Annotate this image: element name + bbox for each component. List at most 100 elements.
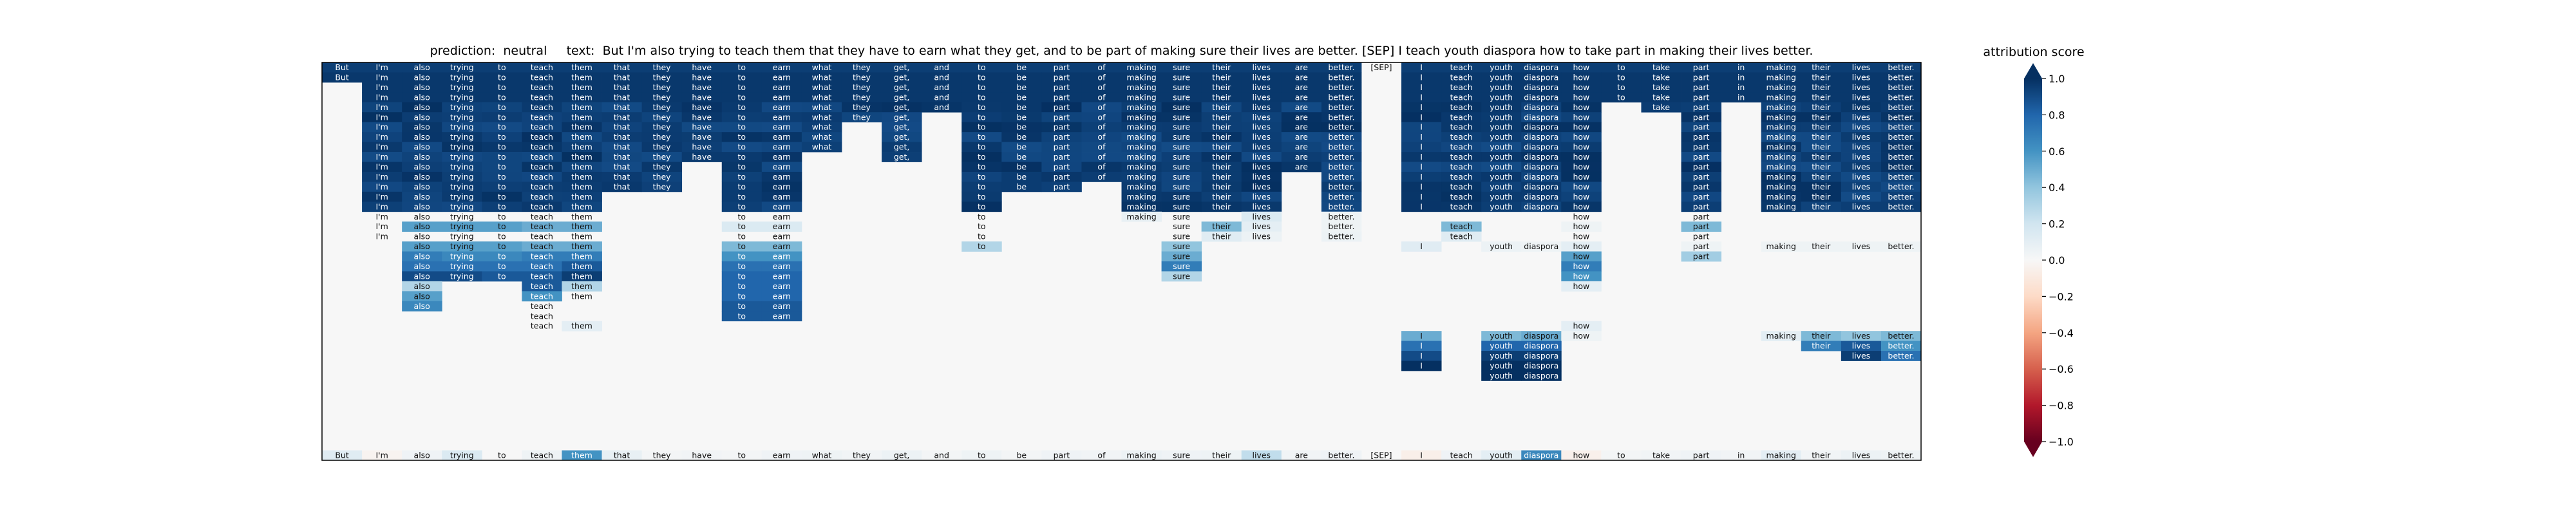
cell-label: I'm — [375, 221, 388, 231]
cell-label: their — [1212, 182, 1231, 191]
cell-label: lives — [1252, 201, 1271, 211]
colorbar-tick-label: −0.8 — [2049, 400, 2074, 412]
cell-label: teach — [531, 232, 553, 241]
cell-label: that — [614, 122, 630, 132]
heatmap-cell — [601, 162, 643, 173]
heatmap-cell — [681, 102, 723, 113]
cell-label: I'm — [375, 172, 388, 182]
heatmap-cell — [1481, 241, 1522, 252]
cell-label: that — [614, 92, 630, 102]
heatmap-cell — [1761, 162, 1802, 173]
cell-label: I'm — [375, 92, 388, 102]
cell-label: youth — [1490, 241, 1513, 251]
cell-label: teach — [531, 172, 553, 182]
heatmap-cell — [1481, 351, 1522, 361]
cell-label: making — [1766, 82, 1796, 92]
cell-label: lives — [1852, 62, 1871, 72]
cell-label: how — [1573, 132, 1589, 142]
heatmap-cell — [1201, 231, 1242, 242]
cell-label: teach — [1450, 142, 1473, 152]
heatmap-cell — [1521, 191, 1562, 202]
cell-label: sure — [1173, 201, 1190, 211]
heatmap-cell — [1841, 142, 1882, 153]
heatmap-cell — [601, 450, 643, 461]
heatmap-cell — [1561, 331, 1602, 341]
heatmap-cell — [721, 291, 762, 302]
cell-label: lives — [1852, 102, 1871, 112]
heatmap-cell — [1161, 171, 1202, 182]
heatmap-cell — [442, 122, 482, 133]
cell-label: better. — [1328, 92, 1354, 102]
heatmap-cell — [1441, 152, 1482, 162]
heatmap-cell — [1841, 152, 1882, 162]
cell-label: diaspora — [1524, 142, 1558, 152]
heatmap-cell — [1001, 112, 1042, 123]
heatmap-cell — [1880, 331, 1922, 341]
cell-label: teach — [1450, 92, 1473, 102]
heatmap-cell — [562, 102, 602, 113]
cell-label: are — [1295, 62, 1309, 72]
cell-label: making — [1766, 182, 1796, 191]
heatmap-cell — [1841, 201, 1882, 212]
heatmap-cell — [1321, 191, 1362, 202]
cell-label: youth — [1490, 371, 1513, 380]
cell-label: in — [1738, 62, 1745, 72]
cell-label: be — [1016, 82, 1027, 92]
heatmap-cell — [961, 142, 1002, 153]
cell-label: their — [1812, 241, 1831, 251]
heatmap-cell — [721, 221, 762, 232]
heatmap-cell — [1001, 82, 1042, 93]
heatmap-cell — [681, 112, 723, 123]
heatmap-cell — [721, 241, 762, 252]
cell-label: trying — [450, 252, 474, 261]
heatmap-cell — [1761, 82, 1802, 93]
heatmap-cell — [1521, 351, 1562, 361]
heatmap-cell — [562, 62, 602, 73]
heatmap-cell — [1401, 122, 1442, 133]
heatmap-cell — [1441, 132, 1482, 142]
heatmap-cell — [1321, 132, 1362, 142]
cell-label: youth — [1490, 82, 1513, 92]
heatmap-cell — [482, 72, 522, 83]
cell-label: them — [571, 281, 592, 291]
heatmap-cell — [402, 301, 442, 312]
heatmap-cell — [1441, 182, 1482, 192]
heatmap-cell — [1321, 231, 1362, 242]
cell-label: youth — [1490, 201, 1513, 211]
cell-label: be — [1016, 92, 1027, 102]
heatmap-cell — [1121, 122, 1162, 133]
cell-label: get, — [894, 451, 910, 460]
cell-label: diaspora — [1524, 172, 1558, 182]
cell-label: trying — [450, 172, 474, 182]
cell-label: to — [738, 62, 746, 72]
cell-label: be — [1016, 172, 1027, 182]
heatmap-cell — [961, 191, 1002, 202]
heatmap-cell — [362, 182, 402, 192]
cell-label: lives — [1852, 122, 1871, 132]
cell-label: them — [571, 291, 592, 301]
heatmap-cell — [562, 261, 602, 272]
heatmap-cell — [882, 72, 922, 83]
cell-label: [SEP] — [1370, 62, 1392, 72]
cell-label: I — [1420, 62, 1423, 72]
heatmap-cell — [1801, 82, 1842, 93]
heatmap-cell — [1561, 102, 1602, 113]
heatmap-cell — [482, 251, 522, 262]
heatmap-cell — [442, 171, 482, 182]
heatmap-cell — [1681, 152, 1722, 162]
heatmap-cell — [362, 92, 402, 103]
colorbar-tick-label: 0.6 — [2049, 145, 2065, 158]
heatmap-cell — [1681, 221, 1722, 232]
cell-label: of — [1097, 92, 1106, 102]
heatmap-cell — [761, 171, 802, 182]
cell-label: teach — [531, 162, 553, 172]
heatmap-cell — [1761, 171, 1802, 182]
cell-label: lives — [1252, 162, 1271, 172]
heatmap-cell — [841, 450, 882, 461]
heatmap-cell — [1481, 72, 1522, 83]
cell-label: their — [1212, 112, 1231, 122]
cell-label: be — [1016, 162, 1027, 172]
heatmap-cell — [1321, 62, 1362, 73]
cell-label: earn — [773, 451, 791, 460]
heatmap-cell — [482, 102, 522, 113]
